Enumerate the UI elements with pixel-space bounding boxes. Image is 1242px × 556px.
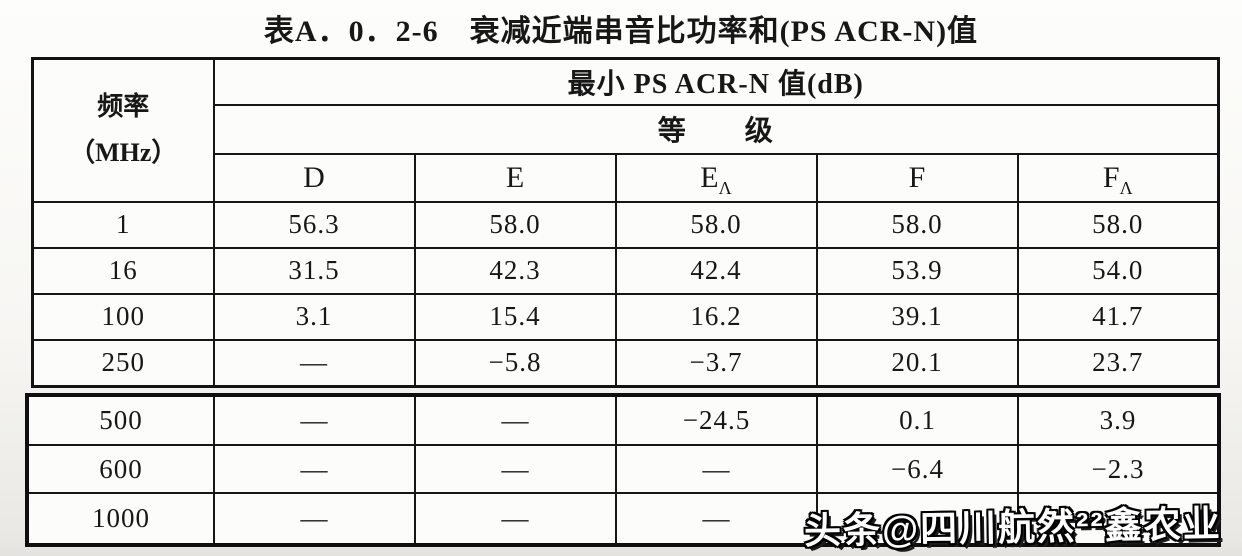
value-cell: 20.1: [815, 338, 1019, 388]
table-row: 16 31.5 42.3 42.4 53.9 54.0: [31, 246, 1220, 295]
freq-cell: 1000: [26, 492, 215, 546]
value-cell: −3.7: [614, 338, 818, 388]
psacrn-table-upper: 频率 （MHz） 最小 PS ACR-N 值(dB) 等 级 D E EΛ F …: [31, 57, 1220, 388]
freq-cell: 16: [31, 246, 215, 295]
value-cell: —: [414, 444, 617, 494]
value-cell: −5.8: [413, 338, 617, 388]
value-cell: −2.3: [1017, 444, 1220, 494]
class-header-d: D: [212, 152, 416, 203]
toutiao-watermark: 头条@四川航然²²鑫农业: [804, 503, 1223, 552]
freq-header-line1: 频率: [97, 91, 150, 121]
value-cell: —: [615, 492, 818, 546]
page-title: 表A．0．2-6 衰减近端串音比功率和(PS ACR-N)值: [263, 15, 979, 48]
value-cell: 58.0: [413, 200, 617, 249]
value-cell: —: [213, 394, 416, 446]
class-subscript: Λ: [1119, 177, 1133, 198]
class-label: F: [1102, 160, 1120, 194]
value-cell: 0.1: [816, 394, 1019, 446]
value-cell: 3.1: [212, 292, 416, 341]
value-cell: 39.1: [815, 292, 1019, 341]
value-cell: 58.0: [815, 200, 1019, 249]
table-row: 1 56.3 58.0 58.0 58.0 58.0: [31, 200, 1220, 249]
value-cell: −6.4: [816, 444, 1019, 494]
value-cell: 42.4: [614, 246, 818, 295]
header-row-grade: 等 级: [33, 103, 1220, 155]
value-cell: —: [213, 444, 416, 494]
freq-header-cell: 频率 （MHz）: [31, 57, 215, 203]
freq-cell: 600: [26, 444, 215, 494]
class-label: F: [908, 160, 926, 194]
value-cell: —: [212, 338, 416, 388]
value-cell: 53.9: [815, 246, 1019, 295]
class-header-ea: EΛ: [614, 152, 818, 203]
value-header-cell: 最小 PS ACR-N 值(dB): [212, 57, 1220, 106]
freq-cell: 100: [31, 292, 215, 341]
value-cell: [816, 492, 1019, 546]
value-cell: —: [213, 492, 416, 546]
table-row: 100 3.1 15.4 16.2 39.1 41.7: [31, 292, 1220, 341]
value-cell: 56.3: [212, 200, 416, 249]
freq-cell: 250: [31, 338, 215, 388]
value-cell: 23.7: [1016, 338, 1220, 388]
grade-header-cell: 等 级: [212, 103, 1220, 155]
table-row: 600 — — — −6.4 −2.3: [26, 444, 1220, 494]
value-cell: 31.5: [212, 246, 416, 295]
value-cell: [1017, 492, 1220, 546]
psacrn-table-lower: 500 — — −24.5 0.1 3.9 600 — — — −6.4 −2.…: [25, 393, 1221, 547]
class-header-e: E: [413, 152, 617, 203]
table-row: 500 — — −24.5 0.1 3.9: [26, 394, 1220, 446]
value-cell: 58.0: [614, 200, 818, 249]
header-row-value: 频率 （MHz） 最小 PS ACR-N 值(dB): [31, 57, 1220, 203]
freq-cell: 1: [31, 200, 215, 249]
value-cell: −24.5: [615, 394, 818, 446]
value-cell: 54.0: [1016, 246, 1220, 295]
value-cell: —: [615, 444, 818, 494]
class-label: E: [505, 160, 525, 194]
table-row: 1000 — — —: [26, 492, 1220, 546]
class-subscript: Λ: [718, 177, 732, 198]
value-cell: —: [414, 394, 617, 446]
value-cell: 42.3: [413, 246, 617, 295]
class-header-f: F: [815, 152, 1019, 203]
freq-header-line2: （MHz）: [69, 138, 178, 168]
value-cell: 3.9: [1017, 394, 1220, 446]
class-label: E: [700, 160, 719, 194]
value-cell: —: [414, 492, 617, 546]
class-label: D: [303, 160, 325, 194]
freq-cell: 500: [26, 394, 215, 446]
value-cell: 41.7: [1016, 292, 1220, 341]
value-cell: 58.0: [1016, 200, 1220, 249]
value-cell: 15.4: [413, 292, 617, 341]
header-row-classes: D E EΛ F FΛ: [33, 152, 1220, 203]
table-row: 250 — −5.8 −3.7 20.1 23.7: [31, 338, 1220, 388]
value-cell: 16.2: [614, 292, 818, 341]
class-header-fa: FΛ: [1016, 152, 1220, 203]
